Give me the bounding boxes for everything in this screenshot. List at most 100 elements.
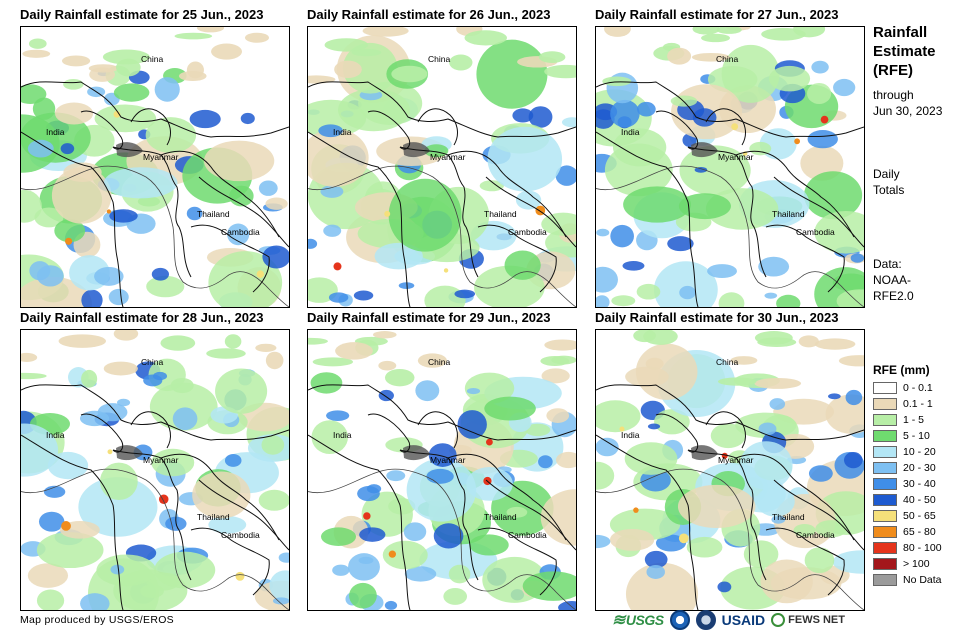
- rainfall-area: [21, 189, 42, 223]
- through-value: Jun 30, 2023: [873, 104, 943, 118]
- heavy-rain-cell: [333, 262, 342, 271]
- totals-line: Totals: [873, 183, 905, 197]
- heavy-rain-cell: [486, 438, 493, 446]
- rainfall-area: [625, 562, 699, 610]
- legend-swatch: [873, 478, 897, 490]
- rainfall-area: [36, 532, 104, 569]
- rainfall-area: [653, 261, 718, 307]
- rainfall-area: [310, 372, 343, 394]
- rainfall-area: [398, 282, 415, 289]
- rainfall-area: [63, 78, 84, 90]
- rainfall-area: [47, 451, 89, 480]
- rainfall-area: [109, 209, 138, 223]
- dept-seal-icon: [695, 610, 716, 630]
- rainfall-area: [61, 55, 91, 67]
- legend-swatch: [873, 398, 897, 410]
- fews-net-logo: FEWS NET: [771, 613, 845, 627]
- panel-title: Daily Rainfall estimate for 30 Jun., 202…: [595, 310, 839, 325]
- data-line: NOAA-: [873, 273, 912, 287]
- rainfall-area: [265, 351, 284, 370]
- rainfall-area: [170, 377, 194, 394]
- country-border: [735, 150, 855, 238]
- country-border: [477, 224, 557, 293]
- map-canvas: China India Myanmar Thailand Cambodia: [308, 330, 576, 610]
- rainfall-area: [504, 250, 541, 280]
- country-border: [21, 131, 124, 307]
- heavy-rain-cell: [384, 210, 391, 217]
- rainfall-area: [415, 380, 440, 402]
- legend-label: 10 - 20: [903, 446, 936, 458]
- rainfall-area: [506, 506, 528, 518]
- coastline: [308, 165, 576, 307]
- rainfall-area: [596, 109, 615, 129]
- rainfall-area: [21, 423, 59, 477]
- country-label-cambodia: Cambodia: [508, 530, 547, 540]
- rainfall-area: [151, 448, 195, 477]
- country-label-china: China: [141, 357, 163, 367]
- rainfall-area: [721, 44, 780, 103]
- rainfall-map: China India Myanmar Thailand Cambodia: [20, 329, 290, 611]
- rainfall-area: [717, 581, 732, 593]
- coastline: [308, 468, 576, 610]
- title-line: Rainfall: [873, 24, 928, 41]
- rainfall-area: [667, 47, 692, 65]
- rainfall-area: [328, 292, 349, 303]
- rainfall-area: [625, 366, 669, 387]
- legend-swatch: [873, 446, 897, 458]
- panel-title: Daily Rainfall estimate for 29 Jun., 202…: [307, 310, 551, 325]
- rainfall-area: [544, 64, 576, 79]
- rainfall-area: [610, 224, 634, 248]
- rainfall-area: [88, 64, 119, 73]
- rainfall-area: [406, 458, 477, 522]
- heavy-rain-cell: [820, 115, 829, 124]
- country-label-india: India: [46, 127, 65, 137]
- country-label-cambodia: Cambodia: [221, 227, 260, 237]
- country-label-myanmar: Myanmar: [430, 152, 466, 162]
- country-label-china: China: [716, 54, 738, 64]
- rainfall-area: [808, 465, 833, 482]
- country-border: [112, 146, 192, 278]
- data-source: Data: NOAA- RFE2.0: [873, 256, 914, 304]
- country-border: [596, 434, 699, 610]
- rainfall-area: [255, 343, 277, 353]
- country-border: [308, 384, 576, 441]
- rainfall-area: [610, 99, 640, 128]
- rainfall-area: [512, 108, 534, 123]
- rainfall-area: [540, 489, 576, 546]
- rainfall-area: [814, 211, 864, 254]
- rainfall-area: [113, 83, 150, 102]
- country-label-myanmar: Myanmar: [143, 152, 179, 162]
- rainfall-area: [349, 582, 377, 609]
- country-border: [596, 81, 864, 138]
- rainfall-area: [403, 522, 427, 542]
- country-border: [773, 479, 864, 551]
- rainfall-area: [103, 361, 138, 376]
- rainfall-area: [27, 139, 54, 158]
- rainfall-area: [206, 348, 246, 359]
- rainfall-area: [149, 382, 218, 431]
- title-line: (RFE): [873, 62, 913, 79]
- rainfall-area: [320, 527, 357, 546]
- rainfall-area: [312, 357, 354, 367]
- legend-swatch: [873, 430, 897, 442]
- rainfall-area: [146, 275, 185, 298]
- country-border: [308, 434, 411, 610]
- rainfall-map: China India Myanmar Thailand Cambodia: [307, 329, 577, 611]
- country-border: [130, 411, 171, 449]
- legend-label: 65 - 80: [903, 526, 936, 538]
- rainfall-area: [487, 126, 563, 192]
- rainfall-area: [174, 32, 213, 40]
- country-border: [21, 384, 289, 441]
- rainfall-area: [258, 489, 289, 511]
- heavy-rain-cell: [61, 521, 71, 531]
- rainfall-area: [21, 372, 47, 380]
- country-label-india: India: [333, 430, 352, 440]
- country-label-cambodia: Cambodia: [796, 227, 835, 237]
- rainfall-area: [27, 563, 69, 588]
- rainfall-area: [335, 342, 373, 360]
- rainfall-area: [793, 524, 816, 537]
- country-border: [399, 146, 479, 278]
- map-canvas: China India Myanmar Thailand Cambodia: [21, 330, 289, 610]
- heavy-rain-cell: [633, 507, 639, 513]
- rainfall-area: [596, 437, 619, 457]
